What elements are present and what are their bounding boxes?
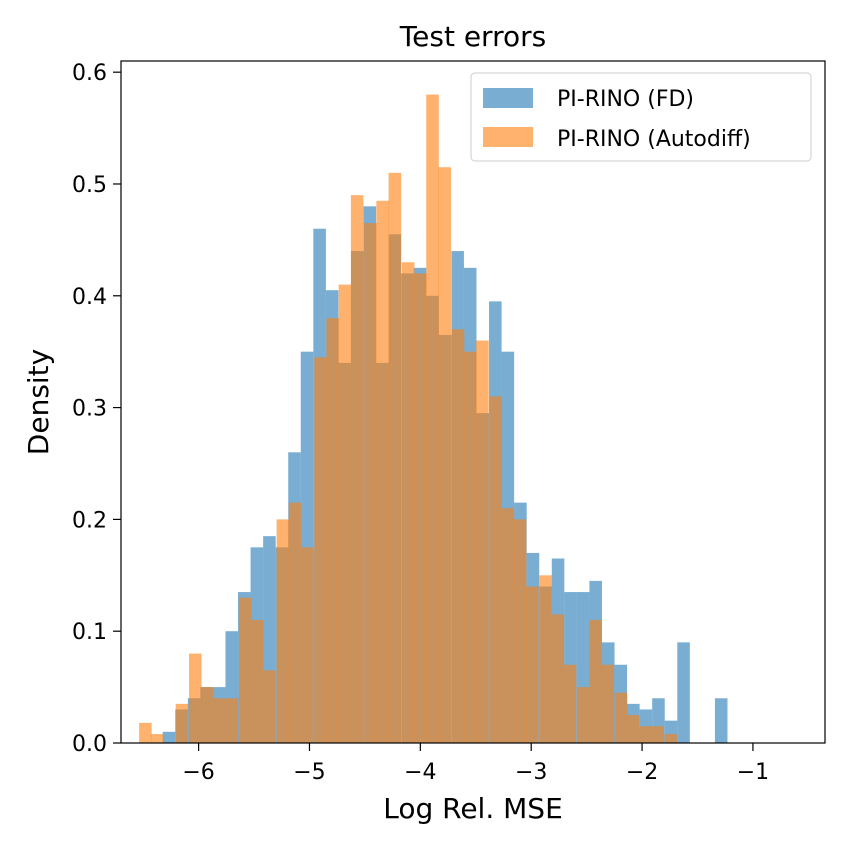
- y-tick-label: 0.3: [72, 397, 107, 422]
- x-tick-label: −1: [737, 760, 769, 785]
- bar-fd: [162, 731, 176, 743]
- legend-swatch-fd: [483, 88, 533, 108]
- legend-label-fd: PI-RINO (FD): [557, 87, 694, 112]
- x-tick-label: −6: [182, 760, 214, 785]
- bar-autodiff: [189, 653, 202, 743]
- bar-fd: [677, 642, 690, 743]
- legend: PI-RINO (FD) PI-RINO (Autodiff): [470, 72, 812, 162]
- bar-autodiff: [238, 597, 252, 743]
- bar-autodiff: [376, 200, 389, 743]
- bar-autodiff: [213, 698, 226, 743]
- bar-autodiff: [151, 734, 164, 743]
- bar-autodiff: [426, 94, 439, 744]
- bar-autodiff: [563, 664, 577, 743]
- bar-autodiff: [314, 357, 327, 743]
- bar-autodiff: [664, 734, 678, 743]
- legend-swatch-autodiff: [483, 127, 533, 147]
- legend-label-autodiff: PI-RINO (Autodiff): [557, 127, 751, 152]
- bar-autodiff: [589, 620, 602, 743]
- y-axis: 0.0 0.1 0.2 0.3 0.4 0.5 0.6: [72, 61, 121, 757]
- bar-autodiff: [288, 502, 302, 743]
- bar-autodiff: [276, 519, 290, 743]
- bar-autodiff: [626, 715, 640, 743]
- y-tick-label: 0.0: [72, 732, 107, 757]
- bar-autodiff: [651, 726, 664, 743]
- bar-autodiff: [463, 351, 477, 743]
- bar-autodiff: [388, 172, 402, 744]
- x-axis: −6 −5 −4 −3 −2 −1: [182, 743, 769, 785]
- bar-autodiff: [350, 195, 364, 743]
- x-axis-label: Log Rel. MSE: [383, 792, 563, 825]
- chart-title: Test errors: [399, 20, 546, 53]
- bar-autodiff: [201, 687, 214, 743]
- y-tick-label: 0.4: [72, 285, 107, 310]
- legend-box: [470, 72, 812, 162]
- bar-autodiff: [438, 167, 451, 743]
- bar-autodiff: [476, 340, 489, 743]
- x-tick-label: −4: [404, 760, 436, 785]
- bar-autodiff: [501, 508, 515, 743]
- bar-autodiff: [539, 575, 552, 743]
- bar-autodiff: [263, 670, 276, 743]
- bar-autodiff: [414, 273, 427, 743]
- y-tick-label: 0.2: [72, 508, 107, 533]
- bar-autodiff: [489, 396, 502, 743]
- bar-autodiff: [251, 620, 264, 743]
- y-tick-label: 0.6: [72, 61, 107, 86]
- bar-autodiff: [338, 284, 352, 743]
- bar-autodiff: [551, 614, 565, 743]
- bar-autodiff: [401, 262, 415, 743]
- y-axis-label: Density: [22, 349, 55, 455]
- bar-autodiff: [614, 692, 628, 743]
- bar-fd: [714, 698, 728, 743]
- bar-autodiff: [526, 586, 539, 743]
- x-tick-label: −3: [515, 760, 547, 785]
- x-tick-label: −5: [293, 760, 325, 785]
- plot-frame: [120, 60, 826, 744]
- bar-autodiff: [601, 664, 614, 743]
- x-tick-label: −2: [626, 760, 658, 785]
- y-tick-label: 0.5: [72, 173, 107, 198]
- bar-autodiff: [225, 698, 239, 743]
- bar-autodiff: [139, 722, 152, 743]
- bar-autodiff: [175, 703, 189, 743]
- bar-autodiff: [326, 318, 340, 743]
- y-tick-label: 0.1: [72, 620, 107, 645]
- bar-autodiff: [577, 687, 590, 743]
- bar-autodiff: [300, 547, 314, 743]
- autodiff-series-bars: [139, 94, 678, 744]
- bar-autodiff: [639, 726, 652, 743]
- bar-autodiff: [451, 329, 465, 743]
- bar-autodiff: [364, 223, 377, 744]
- bar-autodiff: [513, 519, 527, 743]
